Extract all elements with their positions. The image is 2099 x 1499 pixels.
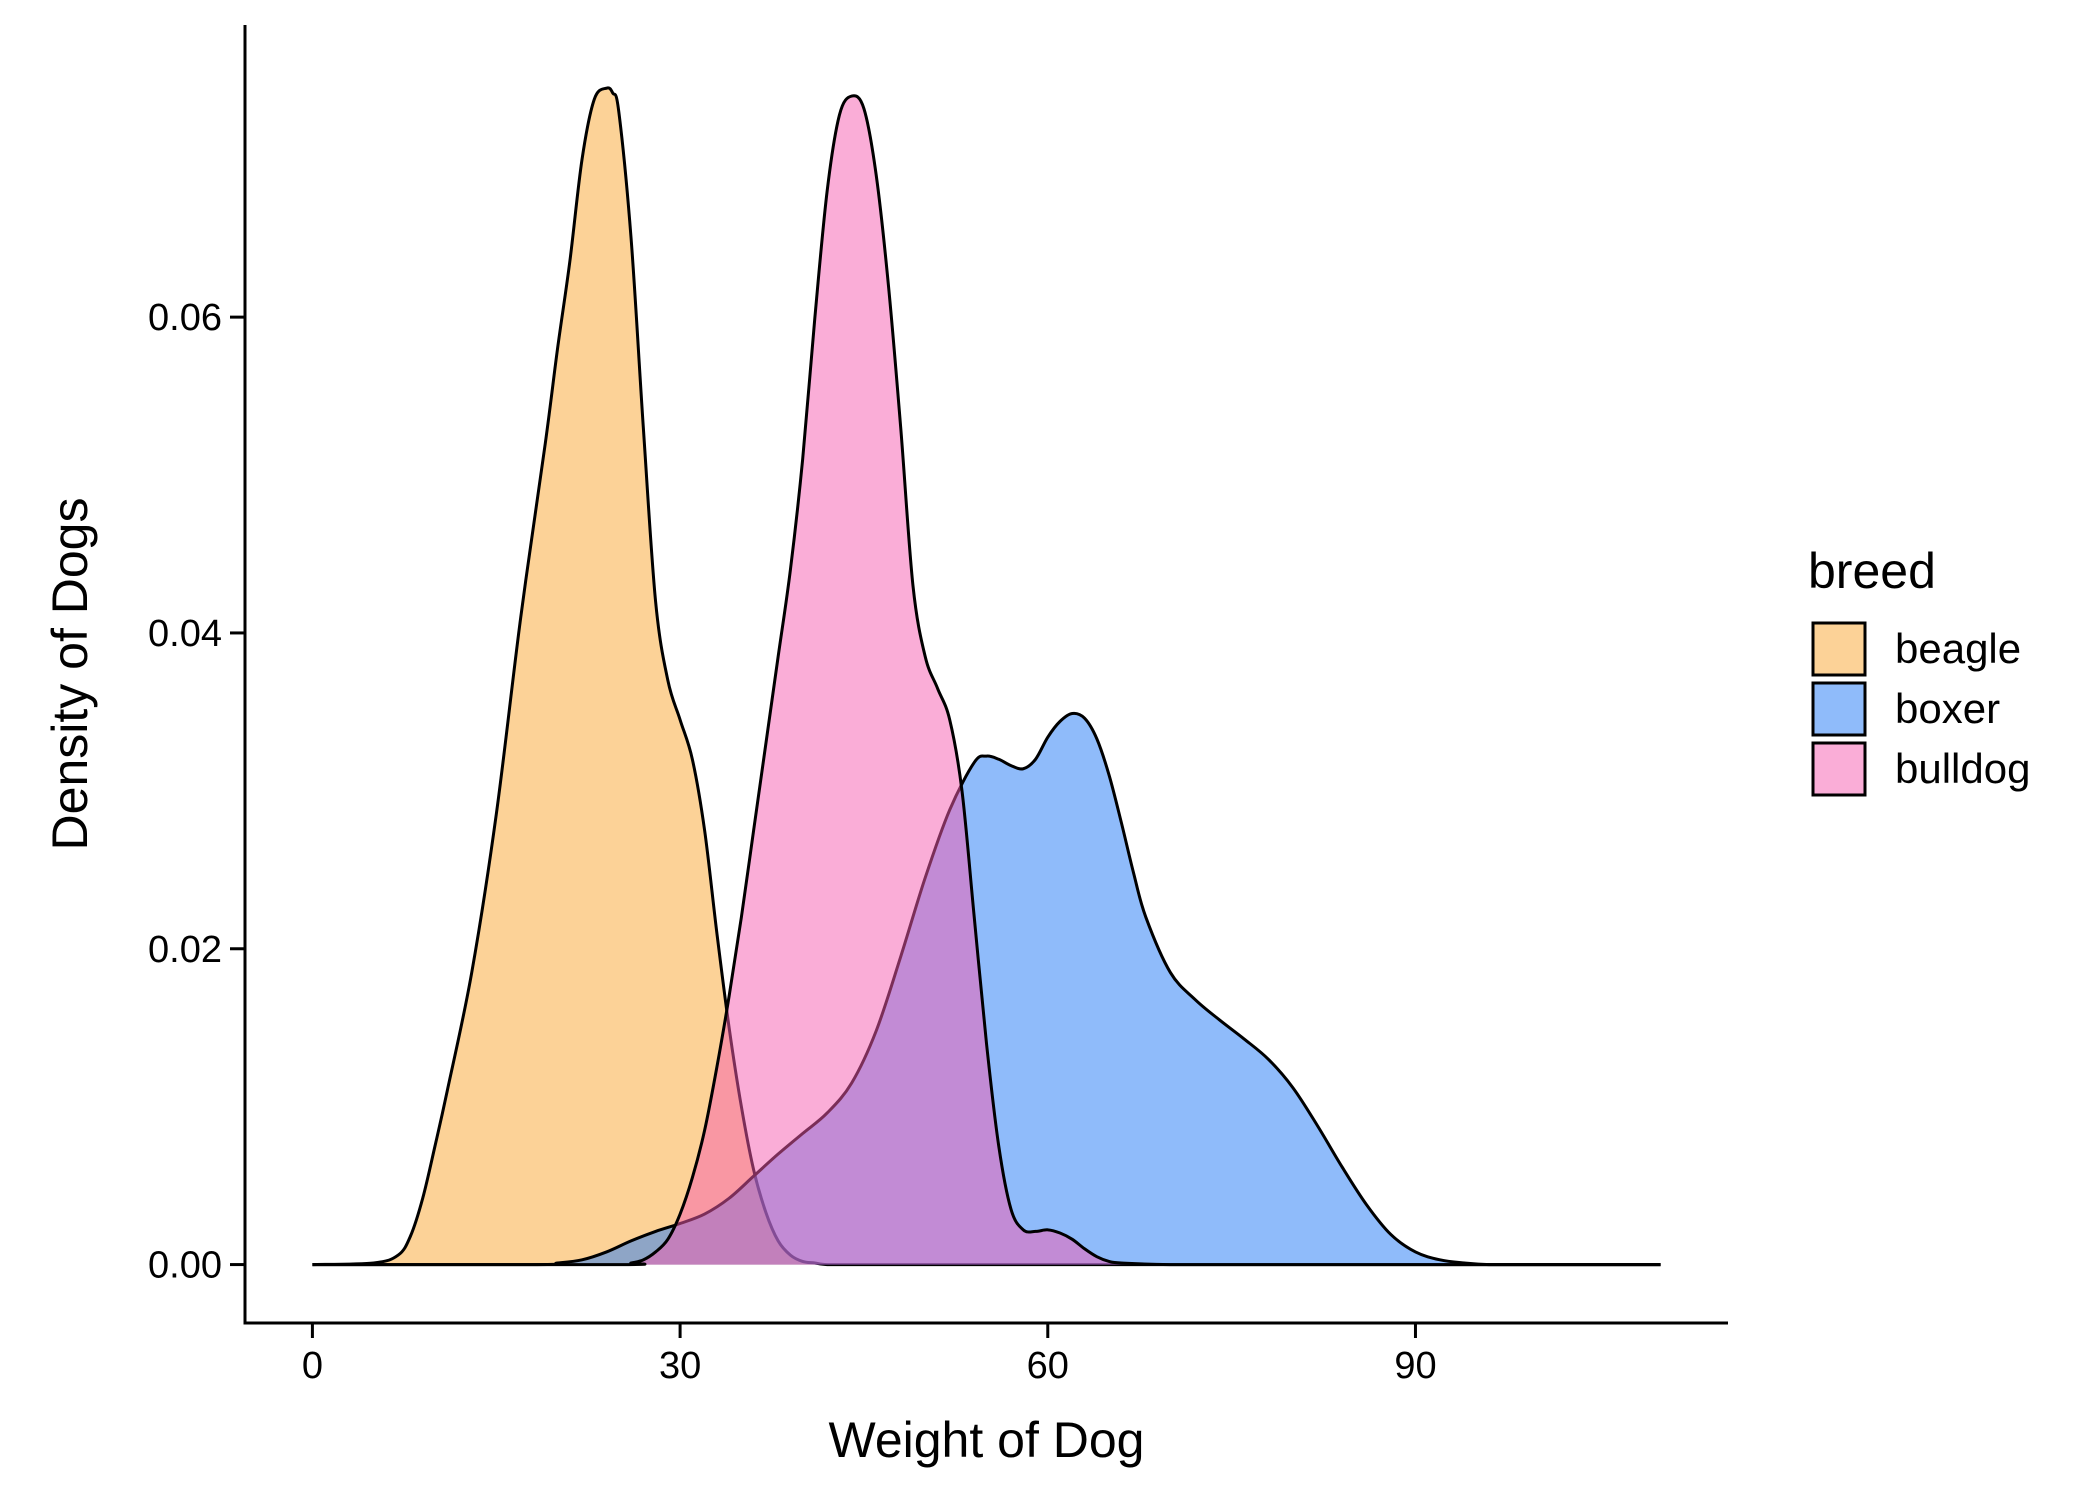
- legend-swatch-bulldog: [1811, 741, 1867, 797]
- x-axis-ticks: 0 30 60 90: [302, 1323, 1437, 1387]
- axes: 0 30 60 90 0.00 0.02 0.04 0.06: [148, 25, 1728, 1387]
- x-tick-label: 90: [1394, 1345, 1436, 1387]
- legend-label-bulldog: bulldog: [1895, 745, 2030, 792]
- density-areas: [312, 86, 1661, 1267]
- x-tick-label: 30: [659, 1345, 701, 1387]
- x-tick-label: 60: [1027, 1345, 1069, 1387]
- legend-item-boxer: boxer: [1811, 681, 2000, 737]
- x-tick-label: 0: [302, 1345, 323, 1387]
- legend-swatch-boxer: [1811, 681, 1867, 737]
- x-axis-title: Weight of Dog: [829, 1412, 1145, 1468]
- legend: breed beagle boxer bulldog: [1808, 543, 2030, 797]
- legend-swatch-beagle: [1811, 621, 1867, 677]
- y-tick-label: 0.06: [148, 297, 222, 339]
- y-tick-label: 0.02: [148, 929, 222, 971]
- legend-title: breed: [1808, 543, 1936, 599]
- y-axis-ticks: 0.00 0.02 0.04 0.06: [148, 297, 245, 1287]
- legend-item-bulldog: bulldog: [1811, 741, 2030, 797]
- density-area-beagle: [312, 87, 1661, 1265]
- legend-label-boxer: boxer: [1895, 685, 2000, 732]
- density-line-bulldog: [312, 94, 1661, 1267]
- y-tick-label: 0.00: [148, 1245, 222, 1287]
- y-tick-label: 0.04: [148, 613, 222, 655]
- legend-items: beagle boxer bulldog: [1811, 621, 2030, 797]
- y-axis-title: Density of Dogs: [42, 498, 98, 851]
- legend-item-beagle: beagle: [1811, 621, 2021, 677]
- legend-label-beagle: beagle: [1895, 625, 2021, 672]
- density-area-boxer: [312, 713, 1661, 1265]
